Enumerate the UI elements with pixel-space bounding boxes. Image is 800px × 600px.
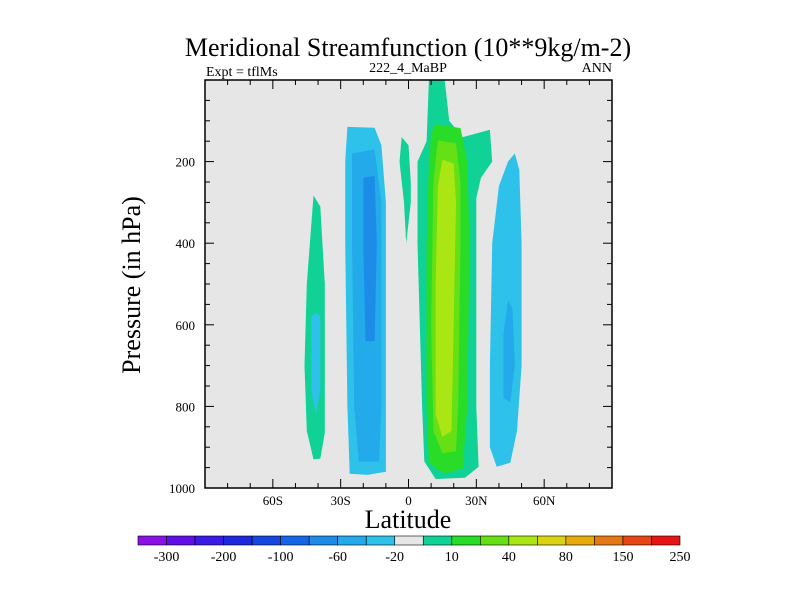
- contour-nh-midlat-core: [503, 300, 515, 403]
- colorbar-label: -300: [154, 550, 180, 565]
- contour-tropical-stripe: [399, 137, 411, 244]
- colorbar-swatch: [565, 535, 595, 546]
- colorbar-swatch: [451, 535, 481, 546]
- colorbar-swatch: [308, 535, 338, 546]
- plot-frame: [204, 79, 613, 489]
- y-tick-label: 400: [176, 236, 196, 251]
- x-tick-label: 0: [405, 493, 412, 508]
- contour-nh-midlat-outer: [489, 153, 522, 467]
- subtitle-right: ANN: [582, 61, 612, 76]
- colorbar-swatch: [223, 535, 253, 546]
- colorbar-label: 250: [670, 550, 691, 565]
- x-tick-label: 30N: [465, 493, 488, 508]
- colorbar-swatch: [422, 535, 453, 546]
- colorbar-swatch: [651, 535, 681, 546]
- colorbar-label: 150: [612, 550, 633, 565]
- colorbar-swatch: [480, 535, 510, 546]
- y-tick-label: 1000: [169, 481, 195, 496]
- subtitle-left: Expt = tflMs: [206, 65, 278, 80]
- y-tick-label: 600: [176, 318, 196, 333]
- colorbar-label: -100: [268, 550, 294, 565]
- colorbar-swatch: [166, 535, 196, 546]
- colorbar-label: 40: [502, 550, 516, 565]
- contour-tropical-core: [435, 159, 456, 437]
- colorbar-swatch: [365, 535, 396, 546]
- colorbar-swatch: [337, 535, 367, 546]
- ticks-layer: 60S 30S 0 30N 60N 200 400 600 800 1000: [169, 80, 612, 508]
- colorbar-swatch: [594, 535, 624, 546]
- colorbar-swatch: [394, 535, 424, 546]
- colorbar-label: 10: [445, 550, 459, 565]
- colorbar-swatch: [280, 535, 310, 546]
- colorbar-swatch: [194, 535, 224, 546]
- colorbar-label: -60: [328, 550, 347, 565]
- colorbar-label: -20: [385, 550, 404, 565]
- plot-background: [205, 80, 612, 488]
- colorbar-label: -200: [211, 550, 237, 565]
- x-tick-label: 30S: [331, 493, 351, 508]
- plot-area: 60S 30S 0 30N 60N 200 400 600 800 1000: [169, 79, 613, 508]
- colorbar-label: 80: [559, 550, 573, 565]
- chart-title: Meridional Streamfunction (10**9kg/m-2): [185, 33, 631, 62]
- contour-sh-midlat-core: [311, 312, 321, 415]
- contour-sh-subtropical-core: [363, 175, 377, 342]
- x-tick-label: 60S: [263, 493, 283, 508]
- colorbar-swatch: [622, 535, 652, 546]
- subtitle-center: 222_4_MaBP: [369, 61, 447, 76]
- colorbar-swatch: [251, 535, 281, 546]
- colorbar-swatch: [537, 535, 567, 546]
- contour-layer: [304, 80, 522, 479]
- x-axis-label: Latitude: [365, 505, 452, 534]
- y-tick-label: 200: [176, 155, 196, 170]
- colorbar-swatch: [508, 535, 538, 546]
- y-axis-label: Pressure (in hPa): [117, 196, 146, 374]
- colorbar: -300 -200 -100 -60 -20 10 40 80 150 250: [137, 535, 691, 565]
- y-tick-label: 800: [176, 399, 196, 414]
- colorbar-swatch: [137, 535, 167, 546]
- x-tick-label: 60N: [533, 493, 556, 508]
